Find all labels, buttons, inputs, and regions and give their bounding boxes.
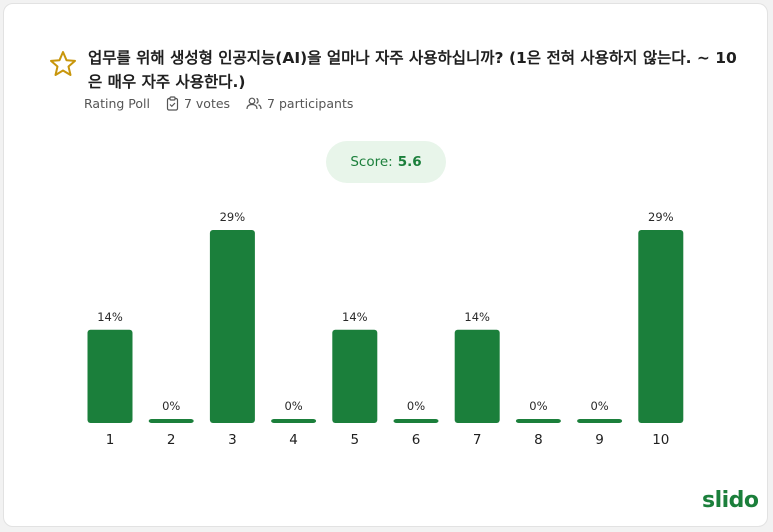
score-value: 5.6 bbox=[397, 154, 422, 170]
category-label: 7 bbox=[473, 432, 482, 448]
bar-value-label: 14% bbox=[342, 310, 368, 324]
star-icon bbox=[50, 51, 76, 76]
bar-1 bbox=[87, 329, 133, 423]
poll-meta: Rating Poll 7 votes 7 participants bbox=[84, 96, 369, 111]
category-label: 8 bbox=[534, 432, 543, 448]
score-label: Score: bbox=[350, 154, 393, 170]
category-label: 1 bbox=[106, 432, 115, 448]
poll-question: 업무를 위해 생성형 인공지능(AI)을 얼마나 자주 사용하십니까? (1은 … bbox=[88, 49, 737, 91]
category-label: 6 bbox=[412, 432, 421, 448]
bar-value-label: 29% bbox=[220, 210, 246, 224]
bar-5 bbox=[332, 329, 378, 423]
bar-value-label: 14% bbox=[464, 310, 490, 324]
participants-label: 7 participants bbox=[267, 96, 354, 111]
votes-count: 7 votes bbox=[166, 96, 230, 111]
bar-value-label: 14% bbox=[97, 310, 123, 324]
category-label: 5 bbox=[351, 432, 360, 448]
bar-4 bbox=[271, 419, 317, 423]
bar-6 bbox=[393, 419, 439, 423]
category-label: 4 bbox=[289, 432, 298, 448]
bar-value-label: 29% bbox=[648, 210, 674, 224]
clipboard-check-icon bbox=[166, 96, 179, 111]
poll-type-label: Rating Poll bbox=[84, 96, 150, 111]
bar-8 bbox=[515, 419, 561, 423]
bar-value-label: 0% bbox=[162, 399, 180, 413]
category-label: 2 bbox=[167, 432, 176, 448]
slido-logo: slido bbox=[702, 488, 759, 513]
bar-10 bbox=[638, 230, 684, 423]
poll-type: Rating Poll bbox=[84, 96, 150, 111]
category-label: 10 bbox=[652, 432, 669, 448]
bar-7 bbox=[454, 329, 500, 423]
bar-3 bbox=[209, 230, 255, 423]
category-label: 3 bbox=[228, 432, 237, 448]
bar-value-label: 0% bbox=[590, 399, 608, 413]
bar-value-label: 0% bbox=[284, 399, 302, 413]
score-badge: Score: 5.6 bbox=[326, 141, 446, 183]
bar-value-label: 0% bbox=[529, 399, 547, 413]
votes-label: 7 votes bbox=[183, 96, 231, 111]
category-label: 9 bbox=[595, 432, 604, 448]
bar-2 bbox=[148, 419, 194, 423]
users-icon bbox=[246, 97, 262, 110]
bar-value-label: 0% bbox=[407, 399, 425, 413]
bar-9 bbox=[577, 419, 623, 423]
participants-count: 7 participants bbox=[246, 96, 353, 111]
